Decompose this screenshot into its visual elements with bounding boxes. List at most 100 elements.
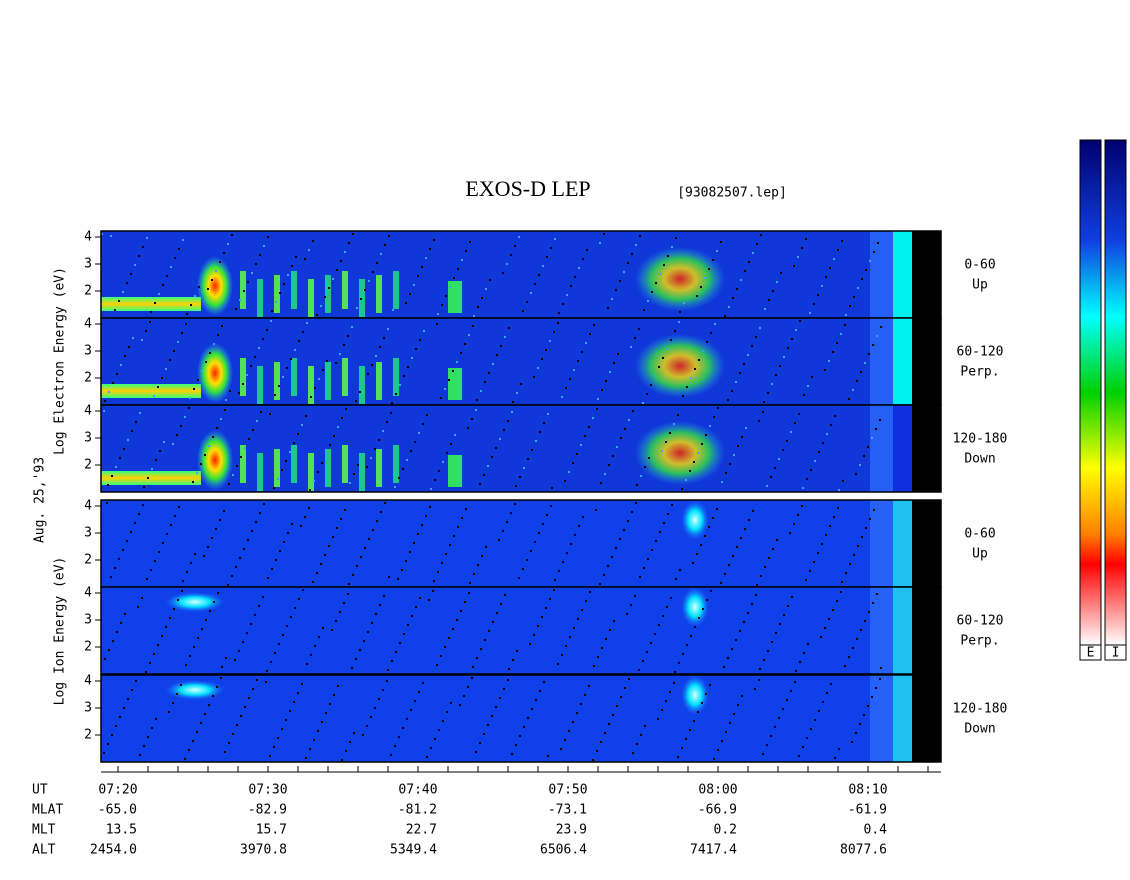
noise — [565, 387, 567, 389]
noise — [200, 463, 202, 465]
noise — [309, 489, 311, 491]
noise — [146, 237, 148, 239]
noise — [612, 714, 614, 716]
noise — [670, 597, 672, 599]
noise — [679, 569, 681, 571]
noise — [263, 245, 265, 247]
noise — [162, 542, 164, 544]
noise — [448, 379, 450, 381]
noise — [155, 718, 157, 720]
burst — [448, 368, 462, 400]
noise — [698, 359, 700, 361]
noise — [570, 285, 572, 287]
noise — [741, 436, 743, 438]
noise — [201, 628, 203, 630]
noise — [461, 259, 463, 261]
noise — [308, 249, 310, 251]
noise — [337, 685, 339, 687]
noise — [511, 753, 513, 755]
noise — [180, 684, 182, 686]
noise — [798, 755, 800, 757]
noise — [616, 446, 618, 448]
noise — [712, 259, 714, 261]
noise — [207, 546, 209, 548]
noise — [685, 738, 687, 740]
noise — [535, 440, 537, 442]
noise — [832, 609, 834, 611]
noise — [227, 584, 229, 586]
noise — [287, 532, 289, 534]
ion-feature — [165, 680, 225, 700]
noise — [861, 536, 863, 538]
noise — [673, 682, 675, 684]
burst — [376, 449, 382, 487]
noise — [127, 698, 129, 700]
noise — [247, 281, 249, 283]
noise — [433, 580, 435, 582]
noise — [320, 305, 322, 307]
noise — [553, 331, 555, 333]
noise — [631, 253, 633, 255]
burst — [291, 271, 297, 309]
noise — [367, 373, 369, 375]
noise — [374, 448, 376, 450]
noise — [566, 552, 568, 554]
noise — [853, 296, 855, 298]
noise — [492, 363, 494, 365]
noise — [677, 414, 679, 416]
noise — [806, 478, 808, 480]
noise — [748, 519, 750, 521]
no-data — [912, 405, 941, 492]
noise — [841, 240, 843, 242]
noise — [181, 590, 183, 592]
panel-border — [100, 404, 942, 493]
noise — [119, 457, 121, 459]
noise — [204, 713, 206, 715]
noise — [111, 475, 113, 477]
noise — [758, 420, 760, 422]
noise — [189, 655, 191, 657]
noise — [845, 314, 847, 316]
noise — [700, 544, 702, 546]
noise — [737, 445, 739, 447]
noise — [353, 732, 355, 734]
noise — [138, 513, 140, 515]
noise — [468, 334, 470, 336]
noise — [391, 402, 393, 404]
noise — [448, 637, 450, 639]
noise — [720, 582, 722, 584]
noise — [130, 273, 132, 275]
noise — [725, 731, 727, 733]
noise — [605, 380, 607, 382]
noise — [666, 606, 668, 608]
noise — [859, 723, 861, 725]
noise — [324, 554, 326, 556]
burst — [274, 275, 280, 313]
noise — [394, 486, 396, 488]
noise — [313, 739, 315, 741]
noise — [799, 320, 801, 322]
noise — [283, 541, 285, 543]
time-label: 08:10 — [848, 783, 887, 798]
noise — [600, 741, 602, 743]
noise — [661, 450, 663, 452]
ephemeris-value: 6506.4 — [540, 843, 587, 858]
noise — [518, 577, 520, 579]
noise — [667, 513, 669, 515]
ephemeris-value: -81.2 — [398, 803, 437, 818]
noise — [855, 732, 857, 734]
noise — [262, 596, 264, 598]
noise — [410, 709, 412, 711]
noise — [712, 517, 714, 519]
noise — [452, 628, 454, 630]
noise — [444, 388, 446, 390]
noise — [399, 384, 401, 386]
noise — [574, 534, 576, 536]
noise — [262, 338, 264, 340]
noise — [197, 637, 199, 639]
noise — [182, 239, 184, 241]
noise — [372, 529, 374, 531]
noise — [813, 303, 815, 305]
noise — [848, 656, 850, 658]
noise — [357, 464, 359, 466]
